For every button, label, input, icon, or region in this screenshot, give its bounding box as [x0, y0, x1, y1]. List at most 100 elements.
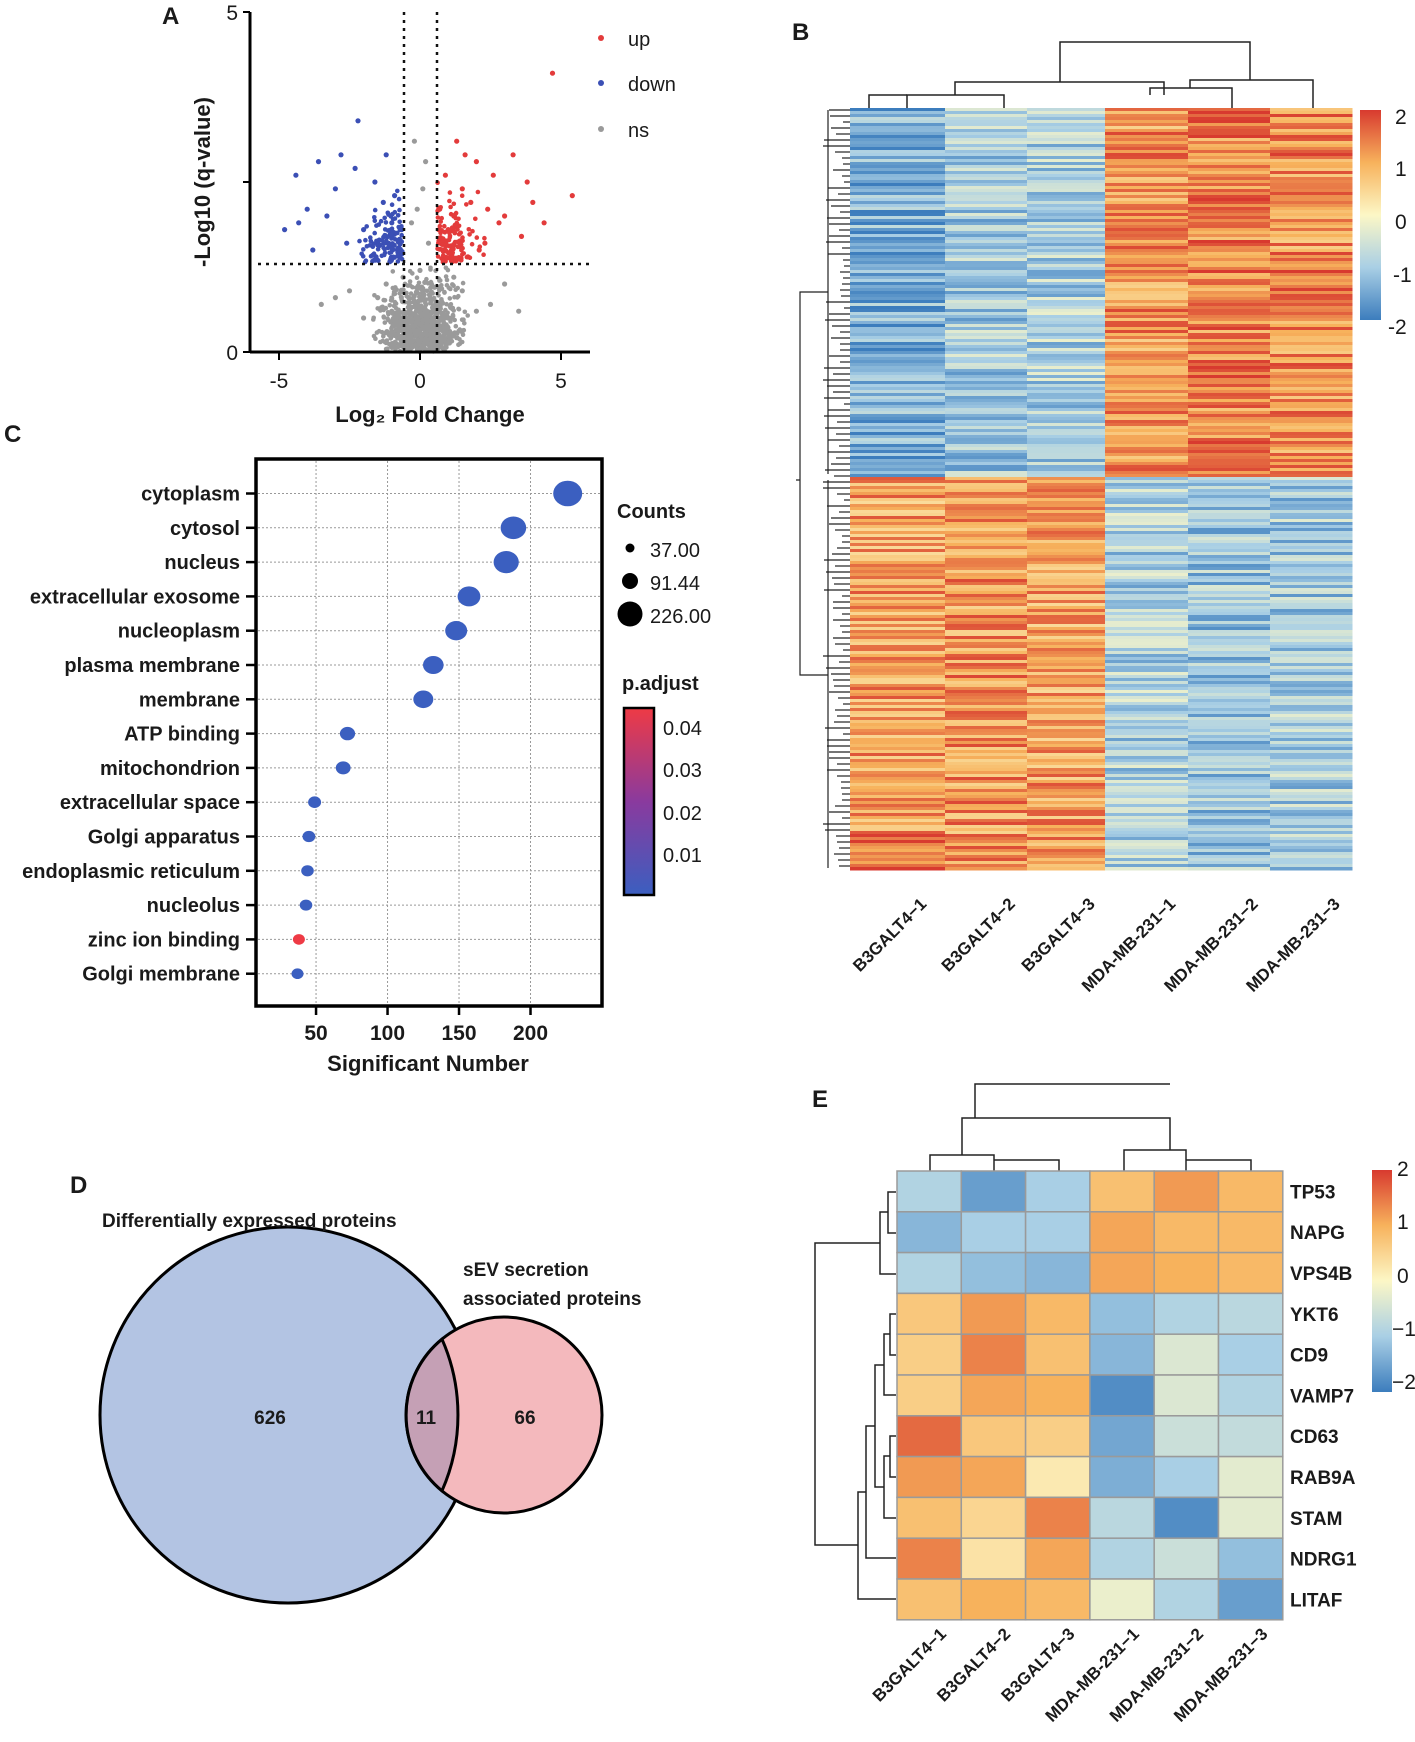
heatmap-b-cell	[1270, 795, 1353, 799]
heatmap-b-cell	[1270, 822, 1353, 826]
heatmap-b-cell	[1270, 495, 1353, 499]
heatmap-b-cell	[850, 366, 946, 370]
heatmap-b-cell	[1188, 309, 1271, 313]
heatmap-b-cell	[1188, 864, 1271, 868]
heatmap-b-cell	[1105, 159, 1189, 163]
heatmap-b-cell	[1188, 534, 1271, 538]
legend-ns-label: ns	[628, 120, 649, 142]
heatmap-b-cell	[1027, 513, 1106, 517]
heatmap-b-cell	[1270, 432, 1353, 436]
volcano-point-ns	[439, 283, 444, 288]
heatmap-b-cell	[1188, 753, 1271, 757]
heatmap-b-cell	[945, 378, 1028, 382]
heatmap-b-cell	[1027, 432, 1106, 436]
heatmap-b-cell	[945, 771, 1028, 775]
heatmap-b-cell	[945, 663, 1028, 667]
heatmap-b-cell	[1270, 741, 1353, 745]
heatmap-b-cell	[945, 267, 1028, 271]
heatmap-b-cell	[1188, 153, 1271, 157]
volcano-point-up	[462, 152, 468, 158]
go-dot	[413, 690, 434, 709]
heatmap-b-cell	[1105, 189, 1189, 193]
heatmap-b-cell	[945, 264, 1028, 268]
heatmap-b-cell	[945, 615, 1028, 619]
heatmap-b-cell	[1105, 333, 1189, 337]
heatmap-b-cell	[1188, 273, 1271, 277]
heatmap-b-cell	[1027, 723, 1106, 727]
heatmap-b-cell	[1027, 189, 1106, 193]
heatmap-b-cell	[850, 672, 946, 676]
heatmap-b-cell	[850, 711, 946, 715]
heatmap-b-cell	[1027, 831, 1106, 835]
heatmap-b-cell	[1027, 675, 1106, 679]
heatmap-e-cell	[896, 1415, 963, 1458]
heatmap-b-cell	[1027, 744, 1106, 748]
volcano-point-up	[448, 204, 453, 210]
heatmap-b-cell	[1188, 141, 1271, 145]
heatmap-b-cell	[1027, 786, 1106, 790]
heatmap-b-cell	[850, 618, 946, 622]
heatmap-b-cell	[1105, 249, 1189, 253]
heatmap-b-cell	[850, 114, 946, 118]
heatmap-b-cell	[1270, 582, 1353, 586]
heatmap-b-cell	[1027, 552, 1106, 556]
heatmap-b-cell	[1105, 726, 1189, 730]
heatmap-b-cell	[850, 519, 946, 523]
volcano-point-down	[399, 239, 405, 245]
heatmap-e-cell	[1024, 1537, 1091, 1580]
heatmap-b-cell	[1105, 183, 1189, 187]
heatmap-b-cell	[1188, 174, 1271, 178]
heatmap-b-cell	[850, 819, 946, 823]
heatmap-b-cell	[1188, 849, 1271, 853]
volcano-point-ns	[424, 288, 430, 294]
volcano-point-ns	[411, 138, 417, 144]
heatmap-b-cell	[1188, 513, 1271, 517]
heatmap-b-cell	[1027, 678, 1106, 682]
go-category-label: extracellular space	[60, 792, 240, 814]
heatmap-b-cell	[1027, 714, 1106, 718]
heatmap-b-cell	[1105, 627, 1189, 631]
heatmap-b-cell	[945, 162, 1028, 166]
heatmap-b-cell	[1188, 348, 1271, 352]
heatmap-b-cell	[850, 261, 946, 265]
heatmap-b-cell	[945, 366, 1028, 370]
volcano-point-ns	[413, 333, 419, 338]
heatmap-b-cell	[850, 822, 946, 826]
heatmap-b-cell	[1105, 363, 1189, 367]
heatmap-b-cell	[850, 858, 946, 862]
heatmap-b-cell	[1270, 123, 1353, 127]
volcano-point-ns	[428, 347, 433, 352]
heatmap-b-cell	[850, 852, 946, 856]
heatmap-b-cell	[945, 213, 1028, 217]
heatmap-b-cell	[1027, 399, 1106, 403]
heatmap-b-cell	[945, 555, 1028, 559]
heatmap-b-cell	[1027, 720, 1106, 724]
heatmap-b-cell	[850, 408, 946, 412]
volcano-point-ns	[414, 275, 420, 281]
heatmap-b-cell	[850, 183, 946, 187]
volcano-point-up	[456, 216, 461, 222]
heatmap-e-scale-tick: −1	[1392, 1318, 1415, 1341]
heatmap-b-cell	[1188, 786, 1271, 790]
heatmap-b-cell	[1027, 246, 1106, 250]
heatmap-b-cell	[1188, 558, 1271, 562]
volcano-point-down	[368, 238, 374, 244]
heatmap-b-cell	[1105, 774, 1189, 778]
heatmap-b-cell	[945, 153, 1028, 157]
heatmap-b-cell	[1105, 720, 1189, 724]
heatmap-b-cell	[945, 678, 1028, 682]
heatmap-b-cell	[850, 189, 946, 193]
heatmap-b-cell	[1105, 696, 1189, 700]
heatmap-b-cell	[1027, 525, 1106, 529]
heatmap-b-cell	[945, 672, 1028, 676]
heatmap-b-cell	[1270, 819, 1353, 823]
go-dot	[445, 621, 468, 641]
heatmap-b-cell	[1270, 573, 1353, 577]
heatmap-b-cell	[850, 660, 946, 664]
heatmap-b-cell	[1270, 759, 1353, 763]
heatmap-b-cell	[1270, 129, 1353, 133]
heatmap-b-cell	[850, 234, 946, 238]
heatmap-b-cell	[1188, 696, 1271, 700]
heatmap-e-cell	[1217, 1415, 1284, 1458]
heatmap-e-scale-tick: −2	[1392, 1371, 1415, 1394]
